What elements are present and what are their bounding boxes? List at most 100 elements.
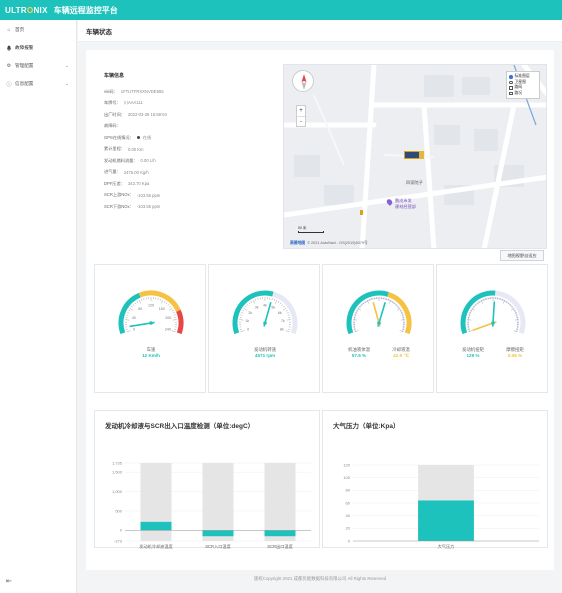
gauge-band [494,290,526,335]
layer-label: 标准图层 [514,74,530,79]
bar-background [202,463,234,541]
gauge-tick [246,304,249,306]
gauge-tick-label: 1k [245,319,249,323]
speed-gauge: 0 40 80 120 160 200 240 [118,290,184,335]
chart-title: 大气压力（单位:Kpa） [333,423,400,430]
sidebar-item-label: 管理配置 [15,63,34,68]
gauge-tick [165,302,168,305]
layer-satellite-radio[interactable]: 卫星图 [509,80,537,86]
info-key: 进气量： [104,169,121,175]
map-scale: 50 米 [298,226,324,233]
gauge-tick [354,330,359,333]
layer-roadnet-checkbox[interactable]: 路网 [509,85,537,91]
sidebar-item-label: 故障报警 [15,45,34,50]
sidebar-item-home[interactable]: ⌂ 首页 [0,22,76,38]
map-roads [284,65,546,248]
gauge-tick [353,319,358,321]
gauge-tick [366,299,370,304]
info-row: GPS在线情况： 在线 [104,132,274,144]
gauge-label: 冷却液温 [392,347,410,352]
gauge-tick-label: 80 [138,307,142,311]
bar[interactable] [140,521,172,531]
gauge-tick [501,298,503,301]
sidebar-item-label: 首页 [15,27,25,32]
y-tick-label: 0 [348,538,351,543]
y-tick-label: 1,735 [112,460,123,465]
gauge-tick [476,302,479,305]
info-value: 川AAA111 [123,100,143,106]
pressure-chart-card: 大气压力（单位:Kpa） 120 100 80 60 40 20 0 大气压力 [322,410,548,549]
gauge-tick [287,314,290,316]
layer-traffic-checkbox[interactable]: 路况 [509,91,537,97]
gauge-tick [288,328,291,330]
scale-label: 50 米 [298,226,307,230]
gauge-tick [285,310,288,312]
logo-text-pre: ULTR [5,5,27,15]
gauge-tick [499,298,501,301]
location-pin-icon [385,198,394,206]
logo-text-post: NIX [33,5,48,15]
gauge-tick [157,298,159,301]
info-value: 343.70 Kpa [127,181,150,187]
torque-gauge [460,290,526,335]
bar[interactable] [418,500,474,541]
gauge-tick [245,305,247,308]
gauge-tick-label: 240 [165,327,171,331]
gauge-tick [241,312,244,314]
zoom-in-button[interactable]: + [299,108,303,114]
vehicle-marker[interactable] [404,151,424,159]
sidebar-item-info-config[interactable]: ⓘ 信息配置 ⌄ [0,76,76,92]
sidebar-item-management[interactable]: ⚙ 管理配置 ⌄ [0,58,76,74]
layer-standard-radio[interactable]: 标准图层 [509,74,537,80]
bar[interactable] [202,530,234,537]
gauge-tick [356,310,359,312]
brand-logo[interactable]: ULTRONIX [5,6,48,15]
radio-icon [509,80,513,84]
zoom-out-button[interactable]: - [297,116,305,126]
info-row: vin码： 1FTUTFRXXNVDE555 [104,86,274,98]
compass-icon[interactable] [292,70,314,92]
gauge-band [387,292,412,335]
gauge-hub [149,321,153,325]
info-key: 故障码： [104,123,121,129]
temperature-chart-card: 发动机冷却液与SCR出入口温度检测（单位:degC） 1,735 1,500 1,0… [94,410,320,549]
collapse-sidebar-icon[interactable]: ⇤ [6,578,12,585]
gauge-tick [174,328,177,330]
gauge-tick [255,298,257,301]
bar[interactable] [264,530,296,537]
gauge-tick [480,299,484,304]
gauge-band [232,290,274,335]
gauge-tick [171,330,176,333]
map-brand[interactable]: 高德地图 [290,241,306,245]
map-poi[interactable]: 鹏成市发 建材经营部 [385,198,416,210]
map-zoom-control: + - [296,105,306,127]
gauge-tick [468,314,471,316]
gauge-tick [277,301,280,303]
gauge-tick [511,305,513,308]
gauge-band [346,290,389,335]
gauge-tick [399,330,404,333]
vehicle-map[interactable]: + - 四家院子 鹏成市发 建材经营部 标准图层 卫星图 路网 路况 50 米 高… [283,64,547,249]
gauge-tick-label: 6k [278,311,282,315]
gauge-tick [274,299,278,304]
sidebar-item-fault-alarm[interactable]: 故障报警 [0,40,76,56]
gauge-tick [502,299,506,304]
gauge-tick [239,328,242,330]
gauge-tick-label: 0 [247,327,249,331]
y-tick-label: 500 [115,508,122,513]
gauge-card-rpm: 0 1k 2k 3k 4k 5k 6k 7k 8k 发动机转速 4571 rpm [208,264,320,393]
info-row: DPF压差： 343.70 Kpa [104,178,274,190]
gauge-tick [171,310,174,312]
gauge-band [176,309,184,335]
chevron-down-icon: ⌄ [64,81,69,87]
fit-map-view-button[interactable]: 地图视野自适应 [500,250,544,261]
info-value: 1FTUTFRXXNVDE555 [120,89,164,95]
gauge-tick-label: 40 [132,316,136,320]
gauge-tick [240,330,245,333]
gauge-tick [371,298,373,301]
vehicle-info-title: 车辆信息 [104,73,125,79]
y-tick-label: 1,000 [112,489,123,494]
gauge-card-torque: 发动机扭矩 摩擦扭矩 129 % 0.06 % [436,264,548,393]
gauge-tick [505,301,508,303]
gauge-tick-label: 4k [263,303,267,307]
